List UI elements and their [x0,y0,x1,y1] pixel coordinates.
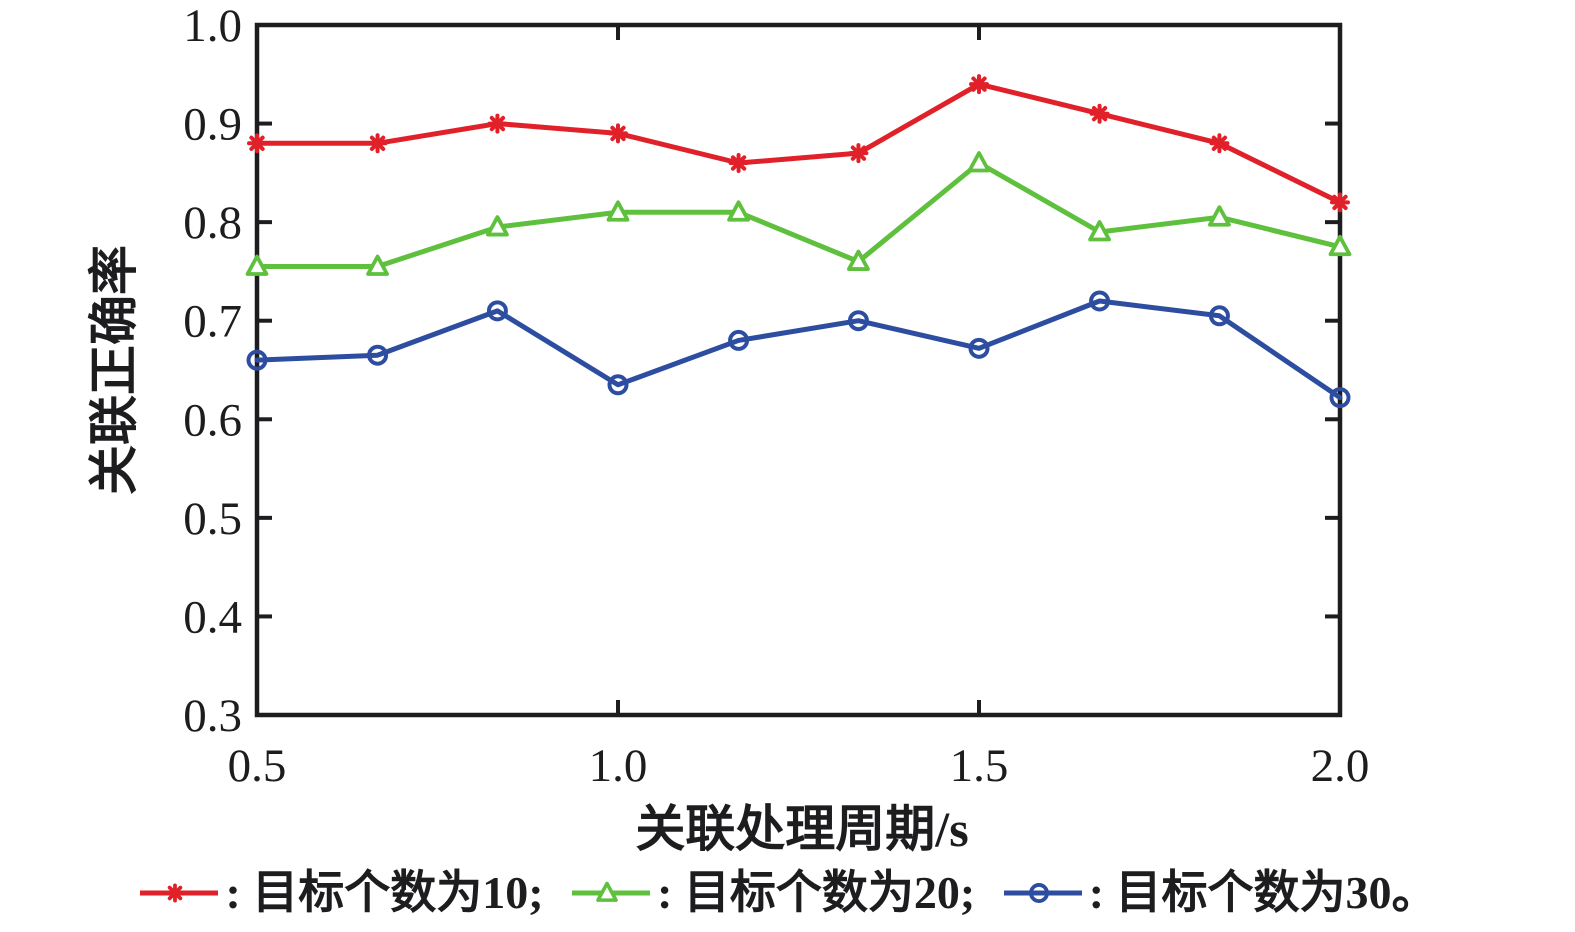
legend-item-2: : 目标个数为20; [569,870,987,916]
asterisk-marker-icon [168,885,183,901]
y-tick-label: 0.4 [183,591,242,643]
circle-marker-icon [1208,305,1230,327]
legend-label: : 目标个数为30。 [1088,867,1438,918]
y-axis-title: 关联正确率 [86,245,142,495]
asterisk-marker-icon [730,155,747,171]
y-tick-label: 0.3 [183,690,242,742]
x-axis-title: 关联处理周期/s [635,801,968,857]
circle-marker-icon [486,300,508,322]
triangle-marker-icon [1208,205,1231,227]
triangle-marker-icon [967,151,991,173]
triangle-marker-icon [366,254,389,276]
asterisk-marker-icon [1091,106,1108,122]
circle-marker-icon [1329,387,1351,409]
triangle-marker-icon [606,200,630,222]
triangle-marker-icon [1088,220,1111,242]
y-tick-label: 0.8 [183,197,242,249]
legend-item-3: : 目标个数为30。 [1001,870,1438,916]
asterisk-marker-icon [249,135,265,151]
circle-marker-icon [968,337,990,359]
legend-label: : 目标个数为20; [657,867,987,918]
asterisk-marker-icon [369,135,386,151]
asterisk-marker-icon [610,125,626,142]
series-line-1 [254,81,1343,205]
asterisk-marker-icon [1211,135,1228,151]
asterisk-marker-icon [1332,194,1348,211]
legend-swatch-triangle [572,881,651,902]
circle-marker-icon [1028,883,1049,903]
legend-swatch-asterisk [140,883,219,903]
legend-item-1: : 目标个数为10; [137,870,555,916]
x-tick-label: 1.5 [950,740,1009,792]
triangle-marker-icon [486,215,509,237]
circle-marker-icon [607,374,629,396]
legend-label: : 目标个数为10; [225,867,556,918]
y-tick-label: 0.9 [183,99,242,151]
legend-swatch-circle [1003,883,1082,903]
circle-marker-icon [847,310,869,332]
triangle-marker-icon [1328,234,1352,257]
y-tick-label: 1.0 [183,0,242,52]
x-tick-label: 1.0 [589,740,648,792]
y-tick-label: 0.5 [183,493,242,545]
y-tick-label: 0.7 [183,296,242,348]
x-tick-label: 0.5 [228,740,287,792]
triangle-marker-icon [847,249,870,271]
chart-legend: : 目标个数为10; : 目标个数为20; : 目标个数为30。 [0,856,1575,930]
asterisk-marker-icon [850,145,867,161]
circle-marker-icon [246,349,268,371]
series-line-3 [254,298,1343,401]
series-line-2 [254,160,1343,269]
asterisk-marker-icon [971,76,987,92]
triangle-marker-icon [245,254,269,276]
triangle-marker-icon [727,200,750,222]
triangle-marker-icon [596,881,618,902]
asterisk-marker-icon [489,115,506,132]
axes-box [254,22,1343,718]
y-tick-label: 0.6 [183,394,242,446]
circle-marker-icon [728,329,750,351]
x-tick-label: 2.0 [1311,740,1370,792]
circle-marker-icon [1089,290,1111,312]
circle-marker-icon [367,344,389,366]
